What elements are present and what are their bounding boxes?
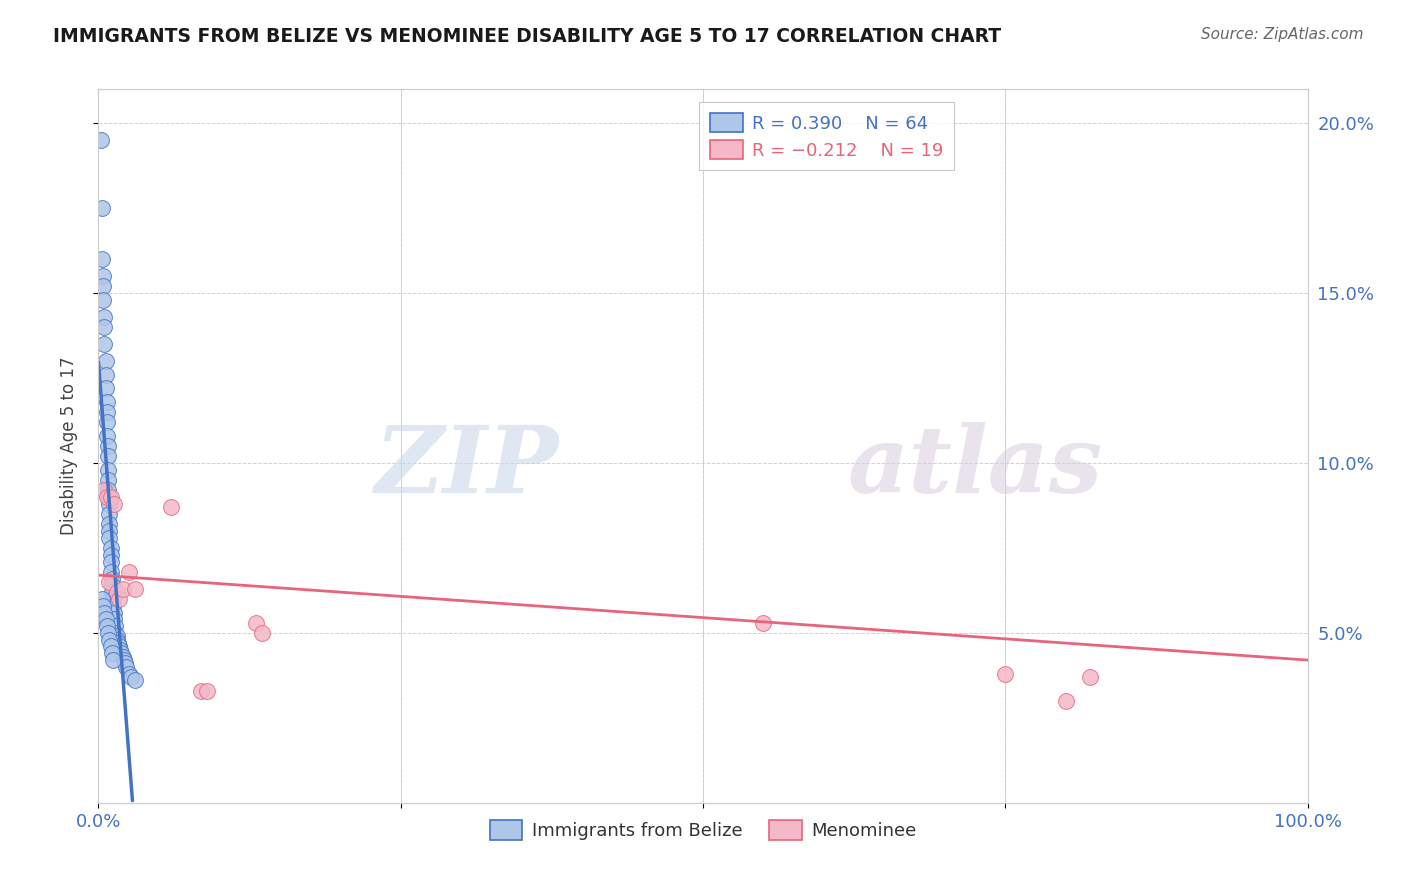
Point xyxy=(100,572,122,586)
Point xyxy=(105,629,128,643)
Point xyxy=(91,252,114,266)
Point xyxy=(752,615,775,630)
Point xyxy=(98,507,121,521)
Point xyxy=(98,632,121,647)
Point xyxy=(100,585,122,599)
Point xyxy=(245,615,267,630)
Point xyxy=(93,310,115,324)
Point xyxy=(96,429,118,443)
Point xyxy=(94,612,117,626)
Point xyxy=(91,599,114,613)
Point xyxy=(91,293,114,307)
Point xyxy=(91,591,114,606)
Text: ZIP: ZIP xyxy=(374,423,558,512)
Point xyxy=(91,201,114,215)
Point xyxy=(103,606,125,620)
Point xyxy=(105,632,128,647)
Point xyxy=(1054,694,1077,708)
Point xyxy=(994,666,1017,681)
Point xyxy=(111,649,134,664)
Point xyxy=(100,548,122,562)
Point xyxy=(100,555,122,569)
Point xyxy=(100,640,122,654)
Point xyxy=(97,463,120,477)
Point xyxy=(96,415,118,429)
Point xyxy=(104,619,127,633)
Y-axis label: Disability Age 5 to 17: Disability Age 5 to 17 xyxy=(59,357,77,535)
Point xyxy=(115,660,138,674)
Point xyxy=(101,599,124,613)
Point xyxy=(94,354,117,368)
Point xyxy=(100,565,122,579)
Point xyxy=(118,565,141,579)
Point xyxy=(112,653,135,667)
Point xyxy=(103,497,125,511)
Point xyxy=(96,619,118,633)
Point xyxy=(124,582,146,596)
Point xyxy=(107,636,129,650)
Text: Source: ZipAtlas.com: Source: ZipAtlas.com xyxy=(1201,27,1364,42)
Point xyxy=(91,279,114,293)
Point xyxy=(93,337,115,351)
Point xyxy=(96,490,118,504)
Point xyxy=(101,653,124,667)
Point xyxy=(97,449,120,463)
Point xyxy=(124,673,146,688)
Point xyxy=(94,381,117,395)
Point xyxy=(96,405,118,419)
Point xyxy=(108,640,131,654)
Point xyxy=(111,582,134,596)
Text: atlas: atlas xyxy=(848,423,1104,512)
Point xyxy=(103,612,125,626)
Point xyxy=(160,500,183,515)
Point xyxy=(100,578,122,592)
Point xyxy=(93,606,115,620)
Point xyxy=(98,497,121,511)
Text: IMMIGRANTS FROM BELIZE VS MENOMINEE DISABILITY AGE 5 TO 17 CORRELATION CHART: IMMIGRANTS FROM BELIZE VS MENOMINEE DISA… xyxy=(53,27,1001,45)
Point xyxy=(98,517,121,532)
Point xyxy=(98,490,121,504)
Point xyxy=(108,591,131,606)
Point xyxy=(97,439,120,453)
Point xyxy=(97,473,120,487)
Point xyxy=(97,626,120,640)
Point xyxy=(93,320,115,334)
Point xyxy=(114,657,136,671)
Legend: Immigrants from Belize, Menominee: Immigrants from Belize, Menominee xyxy=(482,813,924,847)
Point xyxy=(93,483,115,498)
Point xyxy=(98,574,121,589)
Point xyxy=(105,585,128,599)
Point xyxy=(90,133,112,147)
Point xyxy=(100,646,122,660)
Point xyxy=(110,646,132,660)
Point xyxy=(100,541,122,555)
Point xyxy=(101,591,124,606)
Point xyxy=(118,666,141,681)
Point xyxy=(104,626,127,640)
Point xyxy=(96,394,118,409)
Point xyxy=(100,490,122,504)
Point xyxy=(97,483,120,498)
Point xyxy=(94,368,117,382)
Point xyxy=(98,524,121,538)
Point xyxy=(91,269,114,284)
Point xyxy=(250,626,273,640)
Point xyxy=(190,683,212,698)
Point xyxy=(108,643,131,657)
Point xyxy=(98,531,121,545)
Point xyxy=(1078,670,1101,684)
Point xyxy=(120,670,142,684)
Point xyxy=(195,683,218,698)
